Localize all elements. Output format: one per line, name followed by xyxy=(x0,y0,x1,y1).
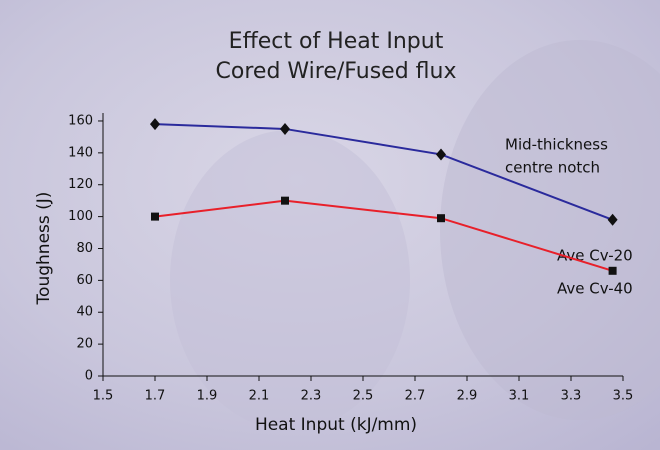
legend-label: Ave Cv-20 xyxy=(557,246,633,264)
x-tick-label: 1.5 xyxy=(93,389,114,404)
point xyxy=(151,212,159,221)
x-tick-label: 3.5 xyxy=(613,389,634,404)
background-shape xyxy=(440,40,660,420)
line xyxy=(154,123,613,221)
point xyxy=(280,122,290,135)
x-tick-label: 2.9 xyxy=(457,389,478,404)
line xyxy=(154,199,613,272)
annotation: Mid-thickness xyxy=(505,136,608,154)
y-tick-label: 120 xyxy=(68,177,93,192)
y-tick-label: 140 xyxy=(68,145,93,160)
x-tick-label: 1.7 xyxy=(145,389,166,404)
point xyxy=(150,118,160,131)
x-tick-label: 3.1 xyxy=(509,389,530,404)
background-shape xyxy=(170,130,410,430)
y-axis-label: Toughness (J) xyxy=(34,192,54,306)
point xyxy=(281,196,289,205)
x-tick-label: 3.3 xyxy=(561,389,582,404)
point xyxy=(436,148,446,161)
y-tick-label: 160 xyxy=(68,113,93,128)
point xyxy=(607,213,618,226)
x-tick-label: 2.1 xyxy=(249,389,270,404)
x-tick-label: 1.9 xyxy=(197,389,218,404)
legend-label: Ave Cv-40 xyxy=(557,279,633,297)
x-tick-label: 2.7 xyxy=(405,389,426,404)
y-tick-label: 100 xyxy=(68,209,93,224)
annotation: centre notch xyxy=(505,159,600,177)
y-tick-label: 60 xyxy=(76,273,93,288)
chart-subtitle: Cored Wire/Fused flux xyxy=(216,59,457,84)
x-axis-label: Heat Input (kJ/mm) xyxy=(255,415,417,435)
x-tick-label: 2.5 xyxy=(353,389,374,404)
y-tick-label: 40 xyxy=(76,305,93,320)
y-tick-label: 0 xyxy=(85,369,93,384)
point xyxy=(608,266,617,275)
chart-title: Effect of Heat Input xyxy=(229,29,444,54)
point xyxy=(437,214,445,223)
y-tick-label: 20 xyxy=(76,337,93,352)
x-tick-label: 2.3 xyxy=(301,389,322,404)
y-tick-label: 80 xyxy=(76,241,93,256)
